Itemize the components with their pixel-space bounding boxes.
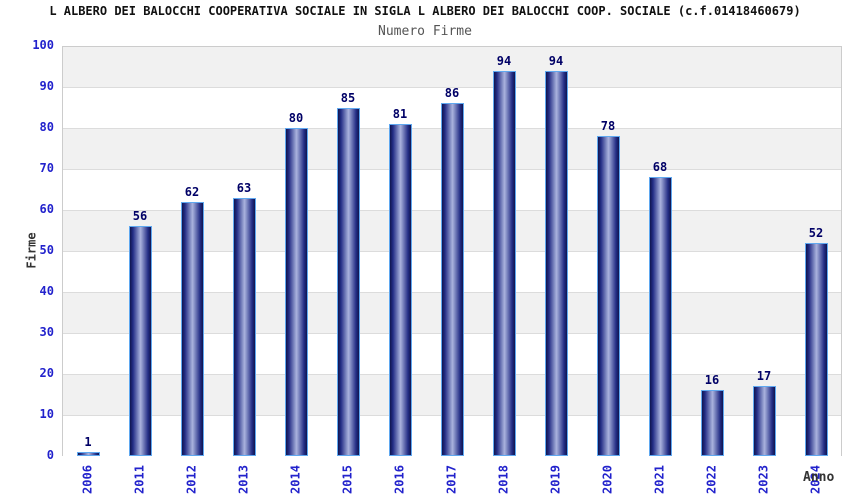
bar-value-label: 78 (600, 119, 616, 133)
bar-2014 (285, 128, 308, 456)
bar-value-label: 16 (704, 373, 720, 387)
y-tick-label: 20 (39, 366, 54, 380)
y-tick-label: 80 (39, 120, 54, 134)
bar-value-label: 85 (340, 91, 356, 105)
y-tick-label: 70 (39, 161, 54, 175)
bar-2018 (493, 71, 516, 456)
x-tick-label: 2020 (600, 465, 615, 494)
x-tick-label: 2021 (652, 465, 667, 494)
y-tick-label: 100 (32, 38, 54, 52)
x-tick-label: 2013 (236, 465, 251, 494)
bar-2012 (181, 202, 204, 456)
bar-2023 (753, 386, 776, 456)
bar-value-label: 94 (496, 54, 512, 68)
x-tick-label: 2022 (704, 465, 719, 494)
bar-2017 (441, 103, 464, 456)
bar-2011 (129, 226, 152, 456)
bar-2016 (389, 124, 412, 456)
y-tick-label: 40 (39, 284, 54, 298)
x-tick-label: 2023 (756, 465, 771, 494)
x-tick-label: 2015 (340, 465, 355, 494)
bar-value-label: 17 (756, 369, 772, 383)
x-axis-title: Anno (803, 470, 835, 485)
y-tick-label: 10 (39, 407, 54, 421)
y-tick-label: 60 (39, 202, 54, 216)
x-tick-label: 2017 (444, 465, 459, 494)
bar-value-label: 94 (548, 54, 564, 68)
bar-value-label: 62 (184, 185, 200, 199)
chart-title: L ALBERO DEI BALOCCHI COOPERATIVA SOCIAL… (49, 4, 801, 18)
bar-2019 (545, 71, 568, 456)
y-tick-label: 50 (39, 243, 54, 257)
x-tick-label: 2016 (392, 465, 407, 494)
bar-value-label: 63 (236, 181, 252, 195)
bar-value-label: 86 (444, 86, 460, 100)
y-tick-label: 30 (39, 325, 54, 339)
y-tick-label: 90 (39, 79, 54, 93)
x-tick-label: 2011 (132, 465, 147, 494)
plot-band (63, 47, 841, 88)
bar-2013 (233, 198, 256, 456)
x-tick-label: 2019 (548, 465, 563, 494)
chart-subtitle: Numero Firme (378, 24, 472, 39)
bar-2022 (701, 390, 724, 456)
bar-value-label: 1 (84, 435, 92, 449)
y-axis-title: Firme (24, 232, 39, 269)
bar-2015 (337, 108, 360, 456)
bar-value-label: 68 (652, 160, 668, 174)
gridline (63, 87, 841, 88)
bar-value-label: 81 (392, 107, 408, 121)
x-tick-label: 2014 (288, 465, 303, 494)
x-tick-label: 2012 (184, 465, 199, 494)
bar-value-label: 56 (132, 209, 148, 223)
bar-value-label: 52 (808, 226, 824, 240)
bar-2024 (805, 243, 828, 456)
bar-2020 (597, 136, 620, 456)
x-tick-label: 2018 (496, 465, 511, 494)
bar-value-label: 80 (288, 111, 304, 125)
y-tick-label: 0 (46, 448, 54, 462)
x-tick-label: 2006 (80, 465, 95, 494)
bar-2006 (77, 452, 100, 456)
bar-2021 (649, 177, 672, 456)
